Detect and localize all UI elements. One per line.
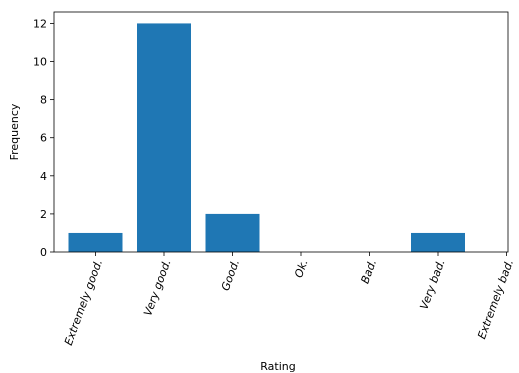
x-tick-label-2: Good. [219,258,242,293]
bars-group [68,23,465,252]
x-tick-label-5: Very bad. [418,258,448,312]
x-tick-label-6: Extremely bad. [475,258,516,341]
y-tick-label-5: 10 [33,56,47,69]
y-axis-label: Frequency [8,103,21,160]
y-tick-label-2: 4 [40,170,47,183]
bar-1 [137,23,191,252]
x-tick-label-3: Ok. [292,258,311,280]
x-tick-label-0: Extremely good. [62,258,105,348]
y-axis: 0 2 4 6 8 10 12 [33,17,54,259]
plot-frame [53,11,509,253]
y-tick-label-0: 0 [40,246,47,259]
x-tick-label-1: Very good. [141,258,173,318]
x-tick-label-4: Bad. [358,258,379,286]
bar-2 [205,213,260,252]
y-tick-label-3: 6 [40,132,47,145]
y-tick-label-4: 8 [40,94,47,107]
y-tick-label-1: 2 [40,208,47,221]
bar-0 [68,232,123,252]
x-axis-label: Rating [260,360,295,373]
y-tick-label-6: 12 [33,17,47,30]
bar-5 [411,232,465,252]
x-axis: Extremely good. Very good. Good. Ok. Bad. Ver… [62,252,516,347]
